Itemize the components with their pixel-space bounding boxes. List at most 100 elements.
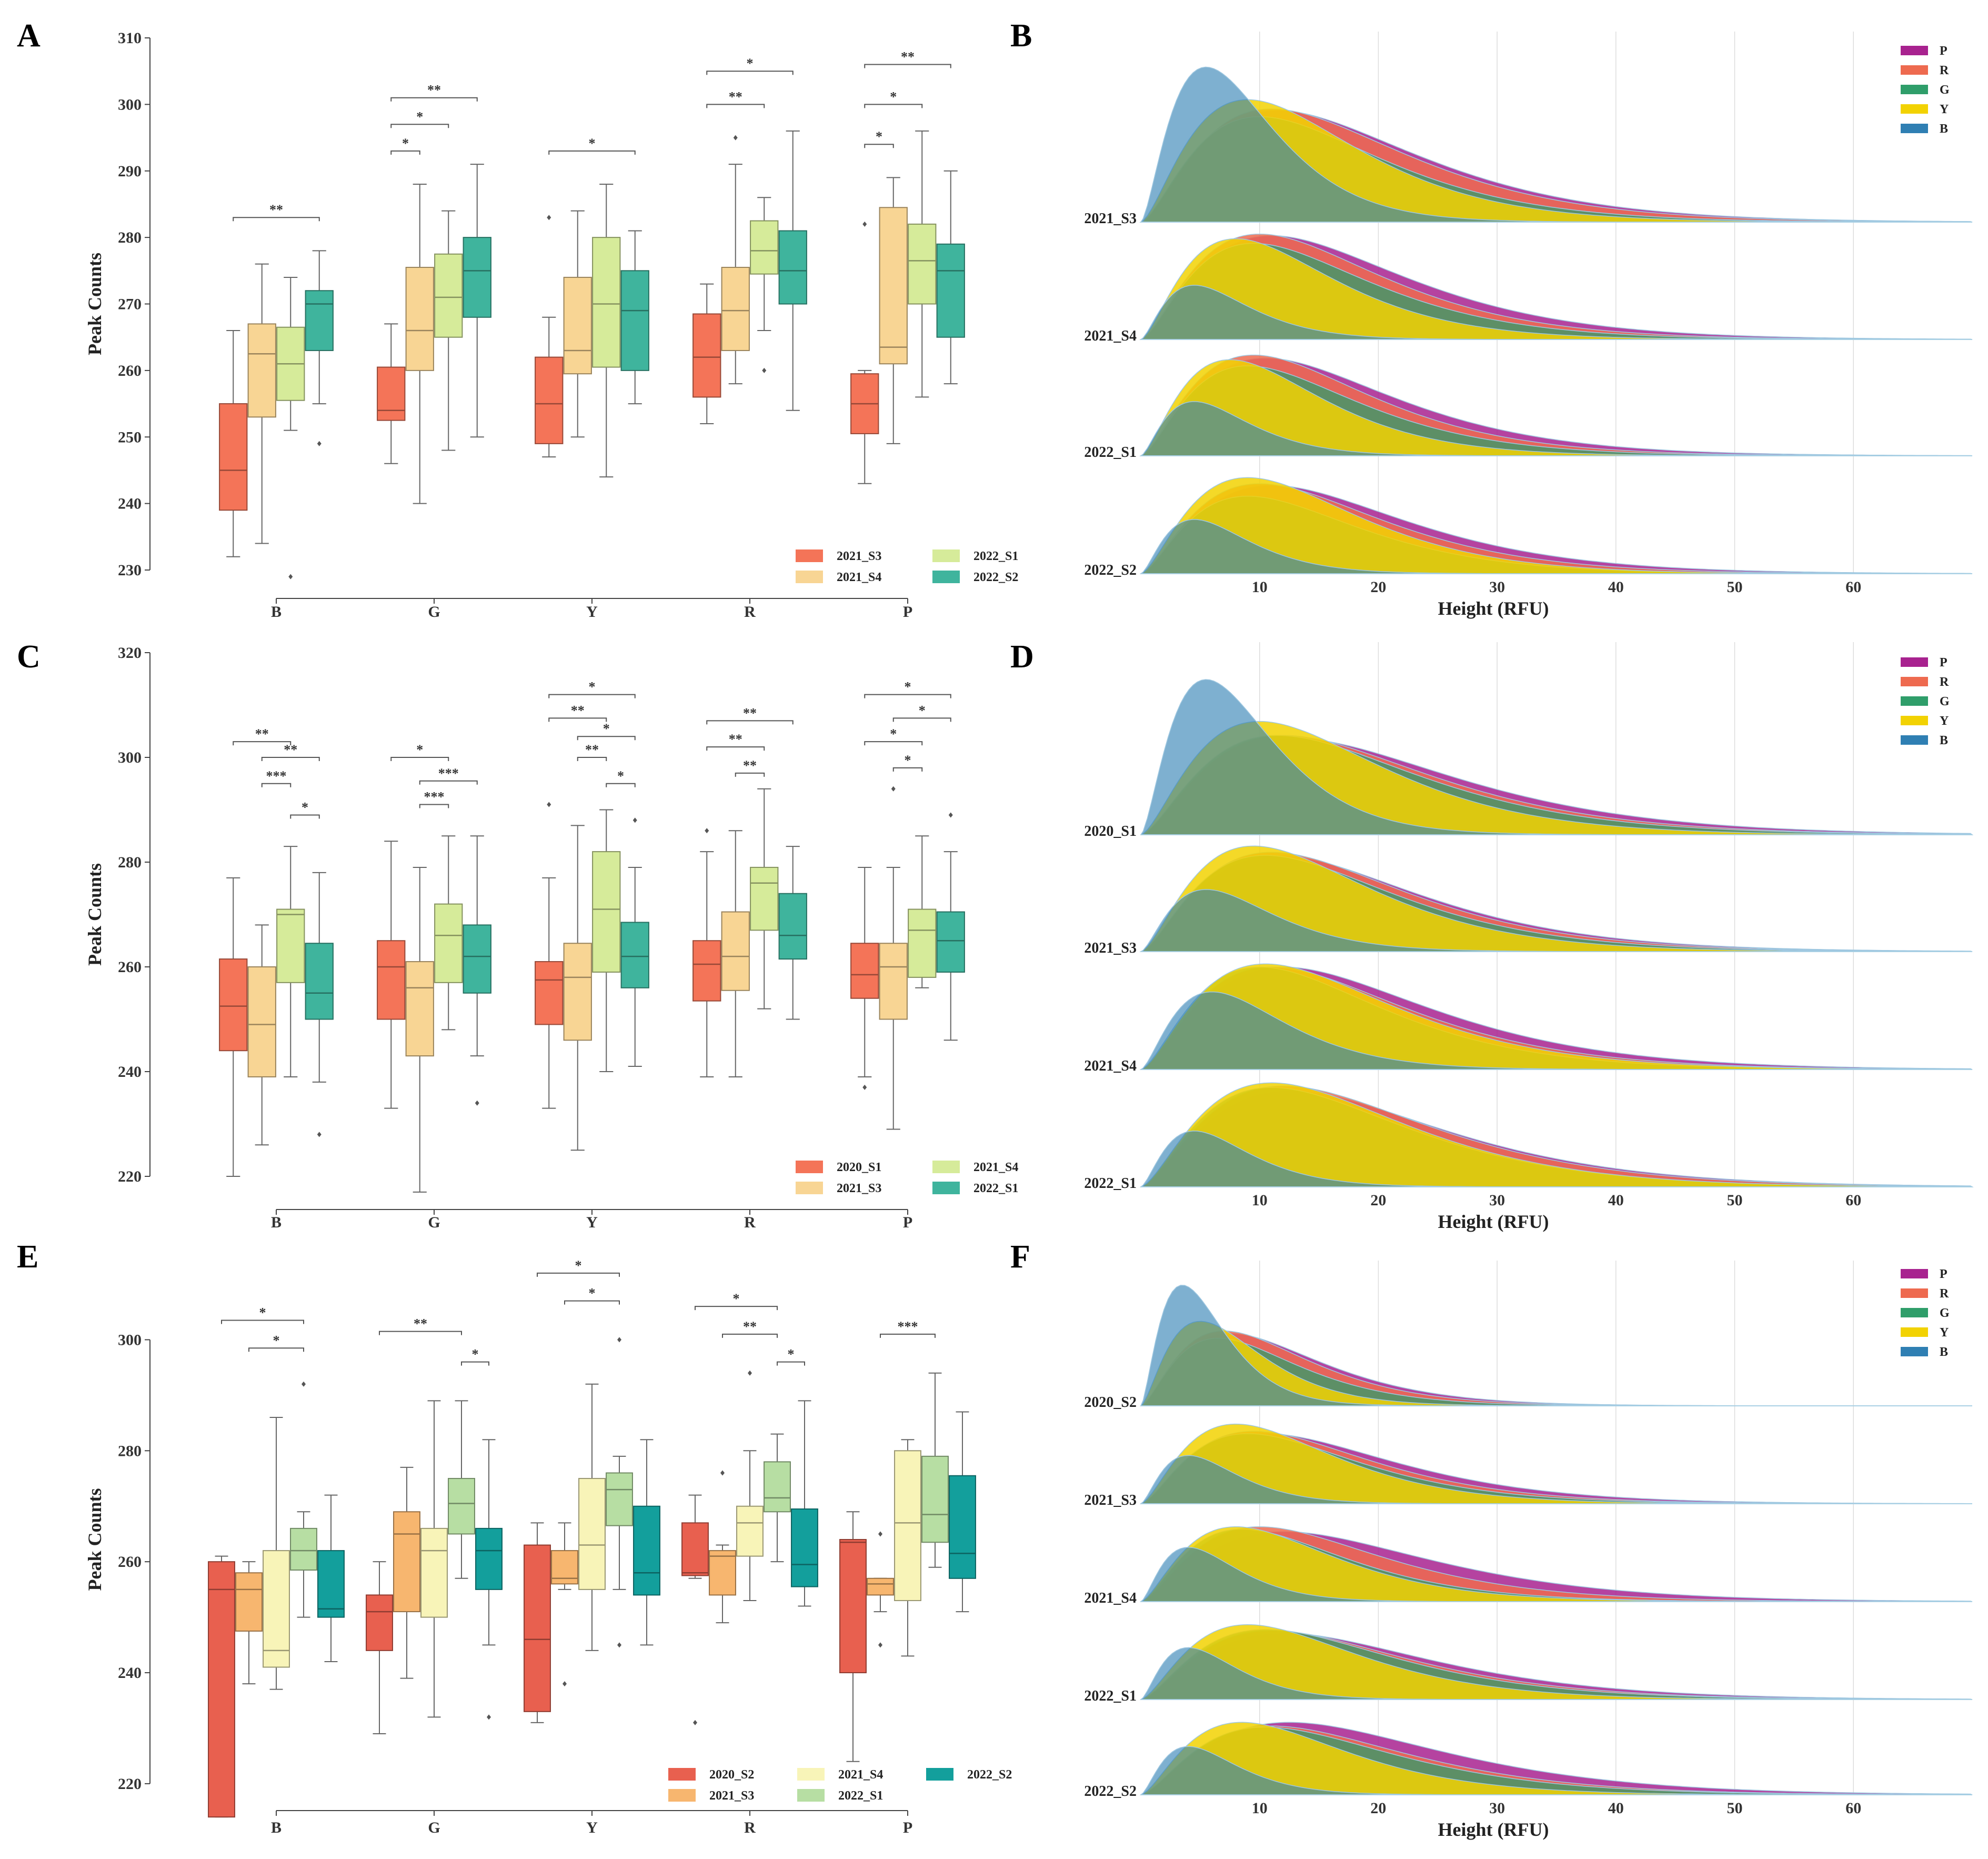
box xyxy=(692,283,721,424)
row-label: 2020_S1 xyxy=(1084,823,1137,839)
bracket-line xyxy=(564,1300,620,1305)
box xyxy=(405,866,434,1193)
box xyxy=(620,817,649,1067)
box-body xyxy=(524,1544,551,1712)
box xyxy=(475,1439,503,1720)
legend-label: R xyxy=(1940,1287,1949,1301)
box xyxy=(563,825,592,1151)
legend-swatch xyxy=(796,571,823,583)
box xyxy=(551,1522,578,1687)
row-label: 2022_S1 xyxy=(1084,1688,1137,1704)
legend-item: P xyxy=(1901,1267,1947,1281)
ridge-row: 2020_S1 xyxy=(1084,679,1974,839)
significance-bracket: *** xyxy=(419,766,478,785)
legend-swatch xyxy=(1901,65,1928,75)
significance-bracket: * xyxy=(606,768,636,787)
x-tick-label: B xyxy=(271,1214,282,1231)
ridge-row: 2022_S1 xyxy=(1084,1082,1974,1192)
significance-bracket: ** xyxy=(379,1316,462,1335)
box-body xyxy=(563,276,592,375)
outlier-point xyxy=(720,1470,725,1476)
box xyxy=(305,872,334,1137)
bracket-line xyxy=(548,150,636,155)
y-tick-label: 300 xyxy=(118,749,142,766)
y-tick-label: 290 xyxy=(118,163,142,180)
outlier-point xyxy=(862,221,867,227)
bracket-line xyxy=(390,150,420,155)
box-body xyxy=(366,1594,393,1651)
x-tick-label: 30 xyxy=(1489,1192,1505,1209)
significance-label: * xyxy=(905,679,911,695)
box-body xyxy=(317,1550,345,1618)
bracket-line xyxy=(221,1320,304,1324)
x-tick-label: 30 xyxy=(1489,578,1505,596)
box xyxy=(894,1439,921,1657)
box-body xyxy=(620,270,649,371)
row-label: 2020_S2 xyxy=(1084,1394,1137,1411)
legend-swatch xyxy=(1901,735,1928,745)
box xyxy=(247,924,276,1146)
outlier-point xyxy=(487,1714,491,1720)
significance-bracket: * xyxy=(390,136,420,155)
x-tick-label: 40 xyxy=(1608,1800,1624,1817)
legend-item: 2021_S4 xyxy=(796,571,881,584)
box-body xyxy=(620,922,649,988)
outlier-point xyxy=(317,441,322,446)
legend-item: B xyxy=(1901,1345,1948,1359)
box-body xyxy=(791,1508,818,1587)
box xyxy=(721,135,750,385)
box xyxy=(908,130,937,398)
significance-label: * xyxy=(472,1347,479,1362)
y-tick-label: 320 xyxy=(118,644,142,662)
box-body xyxy=(908,908,937,978)
significance-bracket: * xyxy=(864,129,894,148)
density-Y xyxy=(1140,1082,1973,1187)
legend-label: P xyxy=(1940,1267,1947,1281)
x-tick-label: R xyxy=(744,1819,756,1836)
legend-swatch xyxy=(668,1768,696,1781)
legend-swatch xyxy=(1901,657,1928,667)
box xyxy=(208,1555,235,1818)
y-tick-label: 250 xyxy=(118,428,142,446)
y-tick-label: 220 xyxy=(118,1775,142,1793)
series-2021_S3 xyxy=(247,786,908,1193)
legend-swatch xyxy=(797,1789,825,1802)
legend-item: B xyxy=(1901,734,1948,747)
x-tick-label: B xyxy=(271,1819,282,1836)
box-body xyxy=(305,290,334,351)
panel-label: E xyxy=(17,1239,38,1275)
box xyxy=(949,1411,976,1613)
significance-label: * xyxy=(603,721,610,736)
box xyxy=(936,812,965,1041)
box-body xyxy=(921,1455,949,1543)
x-tick-label: 10 xyxy=(1252,1800,1268,1817)
significance-bracket: * xyxy=(390,109,449,128)
significance-bracket: * xyxy=(864,89,923,108)
box xyxy=(592,184,621,478)
bracket-line xyxy=(864,64,951,68)
legend-item: G xyxy=(1901,695,1950,708)
x-axis-label: Height (RFU) xyxy=(1438,1211,1549,1232)
box-body xyxy=(405,266,434,371)
box xyxy=(908,835,937,988)
box xyxy=(633,1439,660,1646)
legend-label: 2021_S3 xyxy=(709,1789,754,1803)
box-body xyxy=(290,1527,317,1571)
box-body xyxy=(764,1461,791,1513)
box-body xyxy=(535,356,564,444)
box xyxy=(764,1433,791,1563)
outlier-point xyxy=(547,802,551,807)
box-body xyxy=(936,911,965,973)
bracket-line xyxy=(864,741,923,746)
legend-label: G xyxy=(1940,1306,1950,1320)
x-tick-label: 50 xyxy=(1727,1800,1743,1817)
x-tick-label: 50 xyxy=(1727,1192,1743,1209)
bracket-line xyxy=(248,1347,304,1352)
significance-label: * xyxy=(890,89,897,104)
legend-item: B xyxy=(1901,122,1948,136)
ridge-row: 2020_S2 xyxy=(1084,1285,1972,1411)
